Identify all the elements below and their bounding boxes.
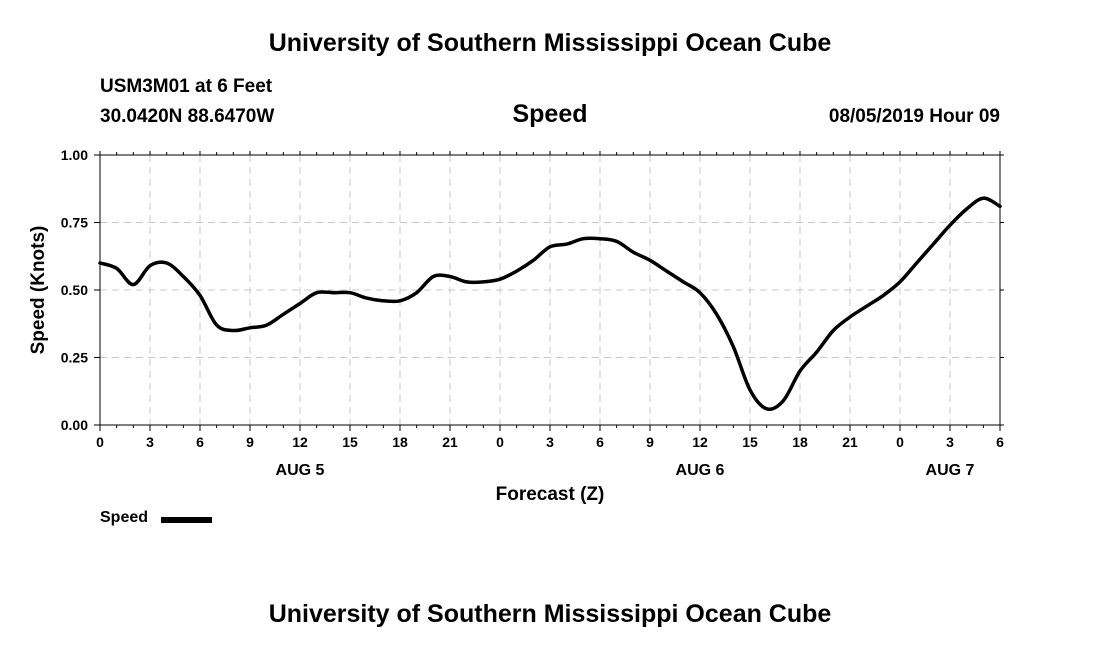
x-tick-label: 3	[546, 434, 554, 450]
y-tick-label: 0.25	[61, 350, 88, 366]
page-title: University of Southern Mississippi Ocean…	[268, 29, 832, 57]
x-tick-label: 0	[496, 434, 504, 450]
y-tick-label: 0.00	[61, 417, 88, 433]
chart-title: Speed	[512, 100, 588, 128]
day-label: AUG 5	[276, 462, 325, 479]
y-tick-label: 0.75	[61, 215, 88, 231]
x-tick-label: 6	[196, 434, 204, 450]
legend-label: Speed	[100, 509, 149, 526]
day-label: AUG 7	[926, 462, 975, 479]
y-tick-label: 1.00	[61, 147, 88, 163]
forecast-datetime: 08/05/2019 Hour 09	[828, 106, 1000, 127]
x-tick-label: 0	[896, 434, 904, 450]
legend-line-swatch	[161, 517, 212, 523]
footer-title: University of Southern Mississippi Ocean…	[268, 600, 832, 628]
day-label: AUG 6	[676, 462, 725, 479]
x-tick-label: 9	[246, 434, 254, 450]
speed-series-line	[98, 196, 1002, 411]
x-tick-label: 3	[146, 434, 154, 450]
x-tick-label: 18	[792, 434, 808, 450]
y-axis-label: Speed (Knots)	[28, 226, 49, 355]
x-tick-label: 6	[996, 434, 1004, 450]
x-tick-label: 0	[96, 434, 104, 450]
station-coordinates: 30.0420N 88.6470W	[100, 106, 275, 127]
x-tick-label: 15	[742, 434, 758, 450]
x-tick-label: 9	[646, 434, 654, 450]
x-tick-label: 15	[342, 434, 358, 450]
x-tick-label: 18	[392, 434, 408, 450]
x-tick-label: 3	[946, 434, 954, 450]
station-name: USM3M01 at 6 Feet	[100, 76, 273, 97]
x-tick-label: 21	[842, 434, 858, 450]
x-tick-label: 12	[292, 434, 308, 450]
x-tick-label: 6	[596, 434, 604, 450]
x-tick-label: 21	[442, 434, 458, 450]
y-tick-label: 0.50	[61, 282, 88, 298]
x-tick-label: 12	[692, 434, 708, 450]
x-axis-label: Forecast (Z)	[496, 484, 605, 505]
